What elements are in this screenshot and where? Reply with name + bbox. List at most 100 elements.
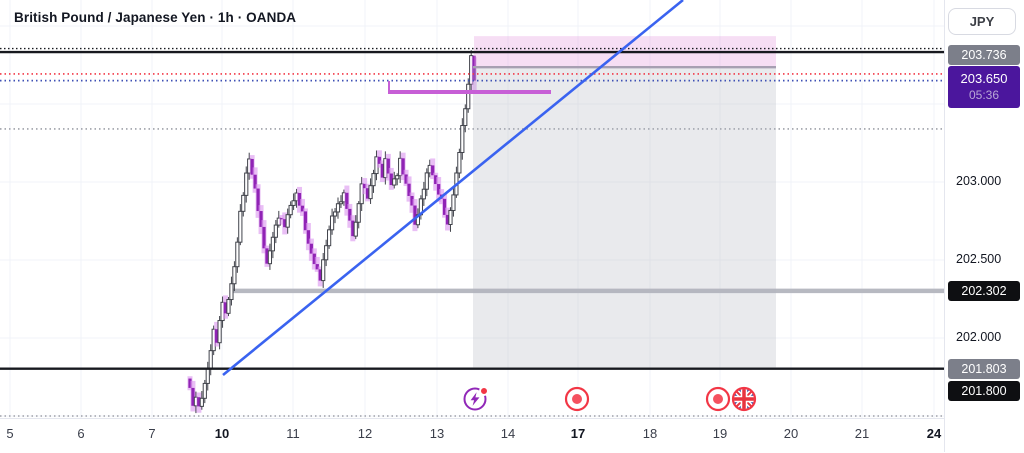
uk-flag-event-icon[interactable] (729, 384, 759, 414)
down-candle (265, 248, 269, 264)
down-candle (256, 188, 260, 212)
up-candle (421, 188, 426, 200)
gray-projection-zone[interactable] (473, 67, 776, 368)
down-candle (318, 269, 322, 281)
up-candle (356, 203, 361, 223)
down-candle (283, 219, 287, 228)
up-candle (368, 185, 373, 200)
price-badge-201.803: 201.803 (948, 358, 1020, 379)
event-dot (713, 394, 723, 404)
down-candle (377, 156, 382, 164)
down-candle (300, 205, 305, 212)
up-candle (460, 125, 465, 154)
event-dot (572, 394, 582, 404)
time-axis-label: 12 (357, 426, 373, 441)
up-candle (217, 320, 222, 344)
down-candle (442, 198, 447, 215)
down-candle (445, 214, 450, 225)
down-candle (407, 183, 411, 196)
down-candle (389, 173, 393, 186)
down-candle (410, 195, 414, 206)
down-candle (223, 302, 228, 314)
symbol-title[interactable]: British Pound / Japanese Yen · 1h · OAND… (14, 10, 297, 25)
up-candle (327, 229, 332, 247)
event-ring (731, 386, 757, 412)
price-badge-203.736: 203.736 (948, 45, 1020, 65)
down-candle (306, 230, 310, 244)
time-axis-label: 14 (500, 426, 516, 441)
up-candle (463, 108, 468, 127)
up-candle (424, 172, 429, 190)
bar-countdown: 05:36 (968, 87, 1000, 102)
down-candle (380, 163, 384, 178)
price-axis[interactable]: JPY 203.000 202.500 202.000 203.736 203.650 0… (944, 0, 1024, 452)
price-axis-label: 202.500 (956, 252, 1002, 266)
down-candle (191, 387, 195, 406)
up-candle (235, 241, 240, 268)
up-candle (273, 224, 278, 238)
time-axis-label: 21 (854, 426, 870, 441)
price-badge-202.302: 202.302 (948, 280, 1020, 301)
down-candle (366, 188, 370, 199)
up-candle (324, 245, 329, 261)
up-candle (267, 250, 273, 265)
down-candle (315, 264, 319, 270)
time-axis-label: 10 (214, 426, 230, 441)
alert-dot (479, 386, 489, 396)
up-candle (335, 203, 341, 213)
time-axis-label: 7 (148, 426, 156, 441)
up-candle (466, 83, 471, 110)
down-candle (280, 218, 284, 220)
lightning-bolt-icon (470, 392, 480, 406)
down-candle (297, 193, 302, 206)
down-candle (431, 165, 435, 176)
ascending-trendline[interactable] (222, 0, 684, 377)
up-candle (241, 194, 246, 212)
time-axis-label: 19 (712, 426, 728, 441)
up-candle (202, 382, 207, 399)
economic-event-icon[interactable] (562, 384, 592, 414)
up-candle (457, 152, 462, 174)
up-candle (321, 259, 326, 282)
down-candle (404, 174, 408, 184)
time-axis-label: 17 (570, 426, 586, 441)
price-axis-label: 203.000 (956, 174, 1002, 188)
candles-layer (187, 50, 477, 414)
time-axis-label: 5 (6, 426, 14, 441)
economic-event-flash-icon[interactable] (460, 384, 490, 414)
up-candle (371, 173, 376, 187)
down-candle (250, 158, 254, 175)
economic-event-icon[interactable] (703, 384, 733, 414)
time-axis-label: 20 (783, 426, 799, 441)
up-candle (232, 266, 237, 285)
down-candle (413, 205, 417, 225)
down-candle (197, 397, 201, 407)
price-axis-label: 202.000 (956, 330, 1002, 344)
down-candle (253, 174, 257, 189)
down-candle (348, 208, 352, 221)
currency-button[interactable]: JPY (948, 8, 1016, 35)
up-candle (448, 209, 453, 225)
up-candle (226, 299, 231, 314)
down-candle (215, 329, 219, 343)
chart-pane[interactable]: British Pound / Japanese Yen · 1h · OAND… (0, 0, 944, 418)
up-candle (199, 397, 204, 407)
up-candle (238, 210, 243, 243)
up-candle (332, 211, 338, 217)
down-candle (262, 226, 266, 249)
time-axis-label: 11 (286, 426, 300, 441)
up-candle (208, 350, 213, 369)
up-candle (288, 204, 293, 216)
down-candle (386, 158, 390, 174)
time-axis-label: 13 (429, 426, 445, 441)
up-candle (285, 214, 290, 228)
up-candle (270, 236, 275, 252)
time-axis[interactable]: 5 6 7 10 11 12 13 14 17 18 19 20 21 24 (0, 418, 944, 453)
down-candle (345, 192, 349, 209)
down-candle (312, 253, 316, 265)
up-candle (395, 175, 400, 180)
up-candle (353, 221, 358, 237)
up-candle (329, 215, 335, 231)
up-candle (244, 172, 249, 196)
down-candle (188, 378, 192, 388)
